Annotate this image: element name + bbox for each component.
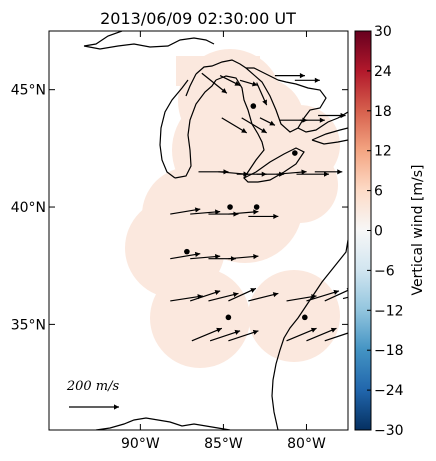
colorbar-tick-label: −12	[374, 303, 404, 319]
reference-vector-arrow	[69, 404, 119, 410]
colorbar-tick-label: −24	[374, 383, 404, 399]
station-dot	[227, 204, 233, 210]
x-tick-label: 85°W	[204, 436, 243, 452]
map-frame	[48, 30, 349, 431]
x-tick-label: 80°W	[287, 436, 326, 452]
station-dot	[292, 150, 298, 156]
wind-vector	[228, 253, 259, 260]
colorbar-tick-label: 24	[374, 64, 392, 80]
colorbar-label: Vertical wind [m/s]	[410, 165, 426, 296]
wind-vector	[248, 213, 279, 220]
map-area	[83, 31, 348, 430]
colorbar-tick-label: 6	[374, 184, 383, 200]
wind-vector	[306, 327, 337, 342]
station-markers	[184, 103, 308, 321]
lake-superior-outline	[83, 31, 215, 50]
wind-vector	[170, 251, 201, 260]
wind-vector	[201, 72, 228, 94]
colorbar-tick-label: 30	[374, 24, 392, 40]
colorbar-ticks: 30 24 18 12 6 0 −6 −12 −18 −24 −30	[367, 24, 404, 439]
wind-vector	[294, 77, 320, 83]
x-axis-ticks: 90°W 85°W 80°W	[121, 31, 326, 452]
wind-vector	[318, 112, 346, 119]
chart-title: 2013/06/09 02:30:00 UT	[100, 9, 296, 28]
reference-vector-label: 200 m/s	[66, 379, 120, 394]
gulf-coastline	[95, 417, 231, 430]
x-tick-label: 90°W	[121, 436, 160, 452]
reference-vector-key: 200 m/s	[66, 379, 120, 410]
wind-vector	[259, 117, 276, 126]
wind-vectors	[170, 72, 348, 342]
wind-vector	[190, 253, 221, 260]
wind-vector	[219, 75, 241, 87]
wind-vector	[286, 294, 317, 302]
station-dot	[253, 204, 260, 210]
atlantic-coastline	[271, 239, 348, 430]
reference-arrow	[69, 404, 119, 410]
colorbar-tick-label: 18	[374, 104, 392, 120]
georgian-bay-outline	[297, 111, 348, 133]
y-tick-label: 45°N	[11, 83, 46, 99]
wind-vector	[221, 117, 248, 134]
wind-vector	[296, 171, 330, 177]
colorbar-tick-label: 12	[374, 144, 392, 160]
wind-vector	[209, 329, 241, 342]
station-dot	[302, 314, 308, 321]
land-outlines	[83, 31, 348, 430]
lake-erie-outline	[242, 147, 305, 183]
station-dot	[250, 103, 257, 109]
wind-vector	[324, 332, 348, 342]
lake-huron-outline	[245, 67, 327, 133]
colorbar-tick-label: 0	[374, 224, 383, 240]
lake-ontario-outline	[311, 127, 348, 145]
colorbar-tick-label: −18	[374, 343, 404, 359]
wind-vector	[191, 327, 223, 342]
wind-vector	[239, 79, 258, 87]
wind-vector	[306, 289, 340, 302]
lake-michigan-east-shore	[174, 79, 217, 179]
wind-vector	[228, 209, 259, 215]
upper-peninsula-outline	[185, 59, 279, 97]
colorbar-tick-label: −30	[374, 423, 404, 439]
wind-vector	[190, 209, 221, 215]
wind-vector	[248, 292, 279, 302]
wind-vector	[241, 117, 267, 134]
vertical-wind-field	[125, 49, 340, 368]
wind-vector	[170, 207, 201, 215]
wind-vector	[274, 72, 305, 79]
colorbar-tick-label: −6	[374, 263, 395, 279]
station-dot	[225, 314, 232, 321]
wind-vector	[286, 327, 317, 342]
wind-vector	[256, 82, 268, 106]
wind-vector	[276, 169, 307, 175]
lake-michigan-west-shore	[159, 79, 189, 179]
y-tick-label: 35°N	[11, 317, 46, 333]
wind-vector	[228, 329, 259, 342]
wind-vector	[314, 169, 343, 175]
station-dot	[184, 248, 190, 255]
wind-vector	[228, 287, 257, 302]
wind-vector	[190, 290, 221, 302]
wind-vector	[299, 117, 325, 123]
y-axis-ticks: 45°N 40°N 35°N	[11, 83, 348, 333]
wind-vector	[208, 292, 239, 302]
y-tick-label: 40°N	[11, 200, 46, 216]
